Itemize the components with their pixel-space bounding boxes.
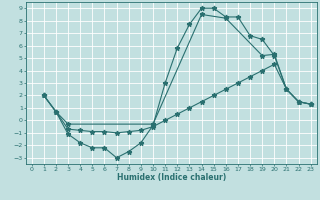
X-axis label: Humidex (Indice chaleur): Humidex (Indice chaleur): [116, 173, 226, 182]
